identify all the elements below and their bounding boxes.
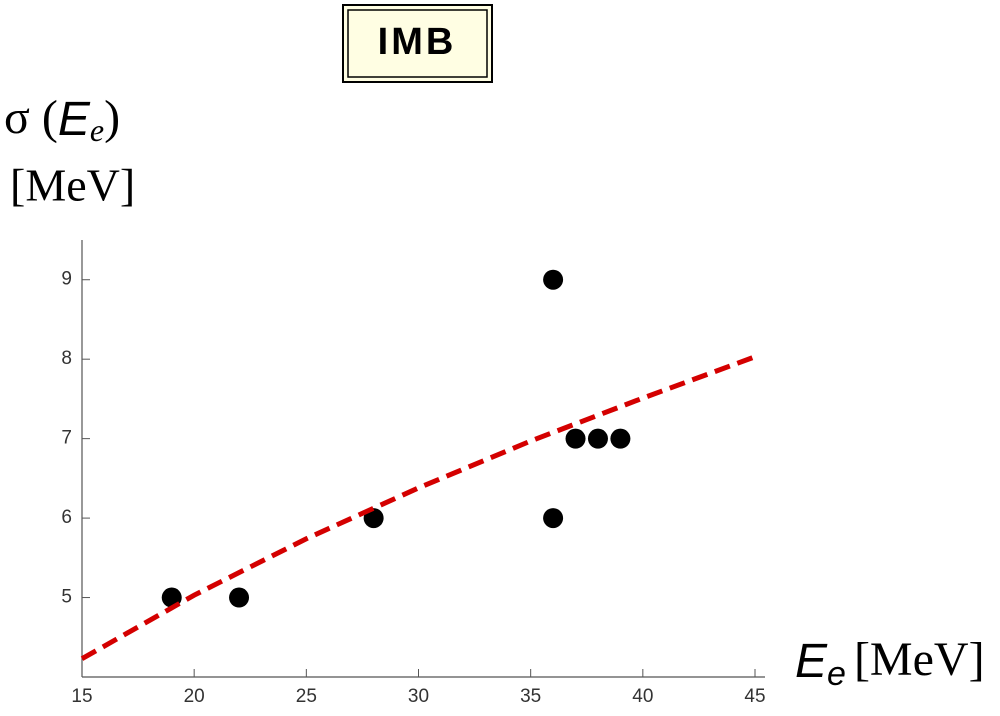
x-tick-label: 20 [184,686,205,707]
data-point [229,587,250,608]
y-label-text: σ ( [4,91,58,144]
y-label-sub: e [90,112,104,148]
y-axis-label: σ (Ee) [4,91,120,148]
title-box-inner [347,9,488,78]
y-tick-label: 7 [61,428,72,449]
y-tick-label: 9 [61,269,72,290]
x-tick-label: 35 [520,686,541,707]
data-point [565,428,586,449]
x-tick-label: 15 [71,686,92,707]
y-axis-unit: [MeV] [10,160,135,211]
data-point [543,269,564,290]
x-tick-label: 40 [632,686,653,707]
data-point [610,428,631,449]
x-tick-label: 45 [744,686,765,707]
y-tick-label: 5 [61,587,72,608]
x-label-unit: [MeV] [854,633,985,686]
chart-title: IMB [378,21,457,63]
title-box [342,4,493,83]
data-point [543,508,564,529]
x-label-var: E [795,635,828,688]
y-tick-label: 6 [61,507,72,528]
x-tick-label: 25 [296,686,317,707]
x-axis-label: Ee [MeV] [795,633,985,693]
fit-line [80,354,756,661]
y-tick-label: 8 [61,348,72,369]
data-point [587,428,608,449]
y-label-var: E [58,93,91,146]
x-tick-label: 30 [408,686,429,707]
y-label-close: ) [104,91,120,144]
x-label-sub: e [827,655,846,693]
